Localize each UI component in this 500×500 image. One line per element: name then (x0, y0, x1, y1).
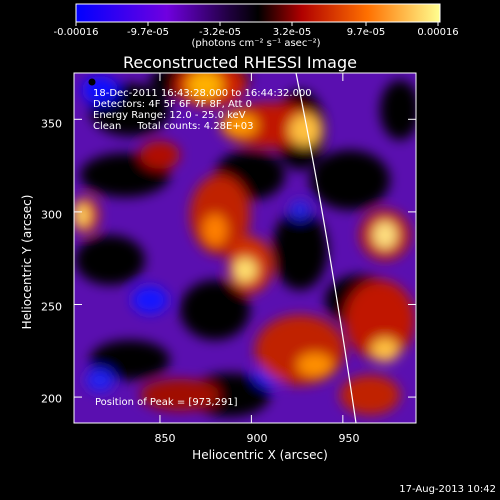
colorbar (75, 3, 441, 23)
emission-region (190, 373, 270, 417)
chart-title: Reconstructed RHESSI Image (123, 53, 357, 72)
info-clean-counts: Clean Total counts: 4.28E+03 (93, 121, 254, 132)
emission-region (345, 280, 415, 360)
solar-limb-line (295, 73, 357, 423)
info-detectors: Detectors: 4F 5F 6F 7F 8F, Att 0 (93, 99, 253, 110)
emission-region (180, 280, 250, 340)
emission-region (255, 315, 345, 385)
emission-region (187, 73, 223, 99)
info-energy-range: Energy Range: 12.0 - 25.0 keV (93, 110, 246, 121)
emission-region (297, 353, 333, 377)
detector-marker (88, 78, 96, 86)
cb-tick-label: -3.2e-05 (199, 27, 241, 38)
y-tick-label: 350 (41, 117, 62, 131)
y-axis-label: Heliocentric Y (arcsec) (20, 194, 34, 330)
cb-tick-label: 0.00016 (417, 27, 459, 38)
cb-tick-label: -0.00016 (53, 27, 99, 38)
emission-region (310, 150, 390, 210)
emission-region (140, 379, 220, 411)
emission-region (289, 114, 321, 146)
emission-region (373, 221, 397, 249)
plot-frame (73, 72, 417, 424)
y-tick-label: 250 (41, 300, 62, 314)
timestamp: 17-Aug-2013 10:42 (399, 484, 496, 495)
axis-tick-marks (74, 73, 416, 423)
heatmap-emission (74, 73, 416, 417)
y-tick-label: 200 (41, 392, 62, 406)
cb-tick-label: -9.7e-05 (127, 27, 169, 38)
colorbar-tick-marks (75, 22, 439, 26)
emission-region (340, 375, 400, 415)
x-tick-label: 850 (154, 432, 176, 445)
cb-tick-label: 3.2e-05 (272, 27, 312, 38)
colorbar-units: (photons cm⁻² s⁻¹ asec⁻²) (191, 38, 321, 49)
emission-region (222, 113, 258, 137)
emission-region (132, 286, 168, 314)
emission-region (75, 235, 145, 285)
emission-region (272, 210, 328, 290)
x-tick-label: 900 (246, 432, 268, 445)
emission-region (90, 340, 170, 380)
emission-region (380, 80, 416, 140)
emission-region (140, 141, 180, 169)
emission-region (203, 214, 227, 246)
emission-region (290, 200, 310, 220)
y-tick-label: 300 (41, 208, 62, 222)
emission-region (233, 258, 257, 282)
emission-region (86, 368, 114, 392)
cb-tick-label: 9.7e-05 (346, 27, 386, 38)
x-axis-label: Heliocentric X (arcsec) (192, 448, 328, 462)
emission-region (74, 203, 90, 227)
info-time-range: 18-Dec-2011 16:43:28.000 to 16:44:32.000 (93, 88, 312, 99)
peak-position-label: Position of Peak = [973,291] (95, 397, 238, 408)
observation-info: 18-Dec-2011 16:43:28.000 to 16:44:32.000… (93, 88, 312, 132)
emission-region (371, 338, 399, 362)
x-tick-label: 950 (338, 432, 360, 445)
